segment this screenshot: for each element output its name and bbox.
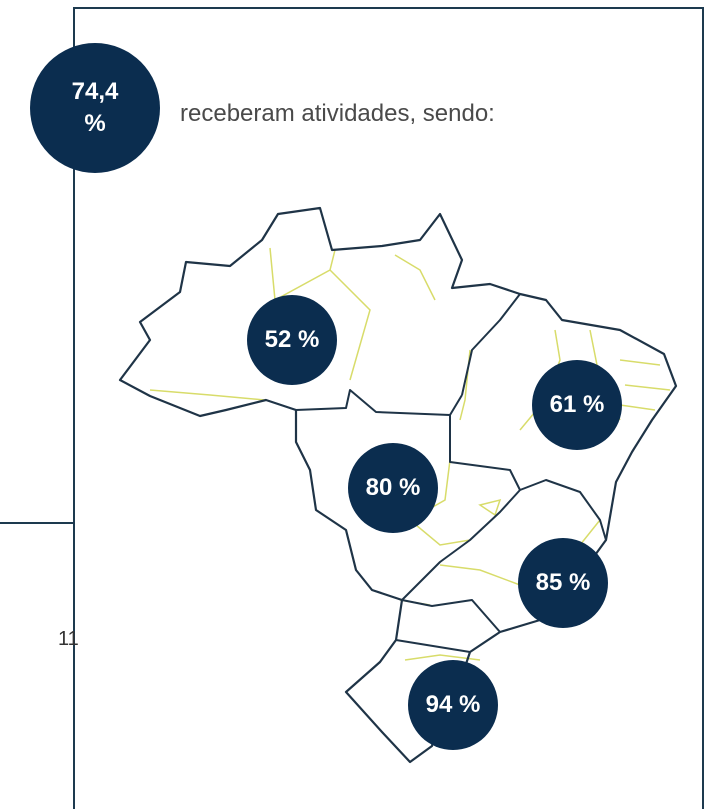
region-label: 61 % [549, 391, 605, 418]
headline-bubble: 74,4 % [30, 43, 160, 173]
headline-value: 74,4 % [71, 78, 119, 137]
region-bubble: 94 % [408, 660, 498, 750]
region-borders [295, 293, 607, 653]
region-label: 52 % [264, 326, 320, 353]
headline-text: receberam atividades, sendo: [180, 100, 495, 127]
region-bubble: 61 % [532, 360, 622, 450]
frame-line [73, 7, 704, 9]
frame-line [73, 7, 75, 809]
country-outline [118, 206, 678, 764]
region-bubble: 80 % [348, 443, 438, 533]
region-bubble: 52 % [247, 295, 337, 385]
frame-line [0, 522, 75, 524]
region-label: 80 % [365, 474, 421, 501]
page-number: 11 [58, 628, 79, 650]
frame-line [702, 7, 704, 809]
region-label: 94 % [425, 691, 481, 718]
region-label: 85 % [535, 569, 591, 596]
region-bubble: 85 % [518, 538, 608, 628]
